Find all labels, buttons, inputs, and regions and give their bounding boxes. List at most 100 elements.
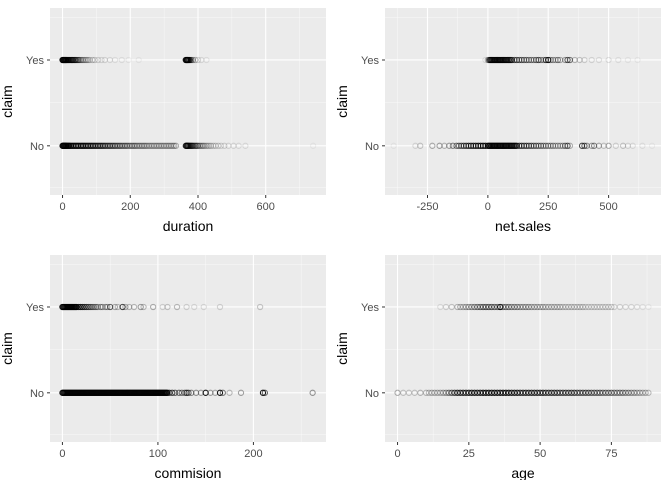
y-tick-label: No <box>30 141 44 153</box>
x-tick-label: 100 <box>149 448 167 460</box>
data-point-yes <box>535 56 542 64</box>
data-point-no <box>619 389 626 396</box>
data-point-no <box>159 142 166 149</box>
x-tick-label: 75 <box>605 448 617 460</box>
data-point-yes <box>442 303 450 311</box>
x-tick-label: 200 <box>244 448 262 460</box>
data-point-yes <box>88 303 96 311</box>
data-point-yes <box>622 303 629 311</box>
data-point-yes <box>602 303 609 311</box>
data-point-no <box>411 389 418 396</box>
data-point-yes <box>83 56 90 64</box>
data-point-yes <box>111 56 119 64</box>
data-point-no <box>144 142 151 149</box>
data-point-yes <box>86 56 93 64</box>
data-point-no <box>417 142 424 149</box>
data-point-no <box>172 142 180 149</box>
data-point-yes <box>97 303 104 311</box>
data-point-no <box>215 142 222 149</box>
facet-panel-age: 0 25 50 75 No Yes age claim <box>334 255 661 481</box>
data-point-yes <box>639 303 646 311</box>
data-point-no <box>400 389 407 396</box>
data-point-no <box>639 389 646 396</box>
data-point-no <box>405 389 413 396</box>
y-tick-label: Yes <box>361 302 379 314</box>
data-point-no <box>192 389 200 396</box>
data-point-yes <box>547 56 554 64</box>
data-point-yes <box>556 303 564 311</box>
data-point-yes <box>200 303 207 311</box>
data-point-yes <box>74 56 82 64</box>
scatter-points <box>59 303 316 396</box>
data-point-no <box>261 389 269 396</box>
data-point-yes <box>554 56 562 64</box>
data-point-no <box>219 389 227 396</box>
y-axis-title: claim <box>0 332 15 365</box>
data-point-yes <box>189 56 197 64</box>
data-point-yes <box>591 303 598 311</box>
data-point-no <box>138 142 146 149</box>
data-point-no <box>552 142 559 149</box>
data-point-no <box>127 142 134 149</box>
data-point-no <box>309 142 317 149</box>
x-tick-label: 50 <box>534 448 546 460</box>
facet-panel-net-sales: -250 0 250 500 No Yes net.sales claim <box>334 8 661 234</box>
data-point-yes <box>505 303 512 311</box>
data-point-yes <box>149 303 157 311</box>
data-point-no <box>167 142 175 149</box>
data-point-no <box>207 142 215 149</box>
data-point-no <box>152 142 159 149</box>
data-point-no <box>160 142 168 149</box>
data-point-no <box>631 389 638 396</box>
data-point-yes <box>126 303 133 311</box>
y-tick-label: No <box>365 141 379 153</box>
data-point-yes <box>516 303 524 311</box>
data-point-no <box>540 142 547 149</box>
data-point-yes <box>91 56 98 64</box>
data-point-no <box>155 142 163 149</box>
data-point-no <box>154 142 161 149</box>
data-point-yes <box>599 303 606 311</box>
data-point-no <box>412 142 419 149</box>
data-point-no <box>194 142 202 149</box>
data-point-no <box>135 142 142 149</box>
data-point-no <box>199 142 207 149</box>
data-point-yes <box>628 303 635 311</box>
data-point-yes <box>514 303 521 311</box>
data-point-no <box>230 142 237 149</box>
data-point-no <box>164 142 171 149</box>
data-point-yes <box>525 56 533 64</box>
data-point-yes <box>457 303 464 311</box>
data-point-no <box>625 389 632 396</box>
data-point-no <box>612 142 619 149</box>
data-point-no <box>128 142 136 149</box>
data-point-yes <box>459 303 467 311</box>
data-point-no <box>642 389 649 396</box>
data-point-yes <box>611 303 618 311</box>
data-point-no <box>583 142 591 149</box>
data-point-yes <box>559 303 567 311</box>
data-point-no <box>123 142 131 149</box>
data-point-yes <box>545 303 552 311</box>
data-point-no <box>125 142 132 149</box>
data-point-yes <box>534 303 541 311</box>
data-point-no <box>235 142 242 149</box>
data-point-no <box>595 142 603 149</box>
data-point-no <box>203 142 210 149</box>
data-point-yes <box>98 56 105 64</box>
data-point-yes <box>588 56 595 64</box>
data-point-yes <box>140 303 147 311</box>
data-point-yes <box>634 56 641 64</box>
data-point-no <box>118 142 125 149</box>
data-point-yes <box>104 303 111 311</box>
x-axis-title: duration <box>163 218 214 234</box>
panel-background <box>385 8 661 195</box>
data-point-yes <box>94 303 101 311</box>
data-point-yes <box>84 56 92 64</box>
data-point-yes <box>545 56 552 64</box>
data-point-no <box>149 142 156 149</box>
data-point-no <box>561 142 569 149</box>
data-point-no <box>535 142 542 149</box>
data-point-no <box>133 142 141 149</box>
